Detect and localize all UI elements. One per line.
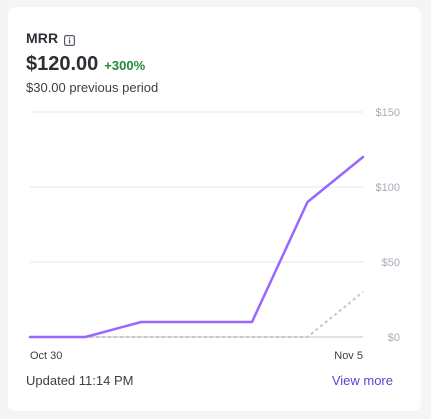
chart-x-axis: Oct 30 Nov 5	[30, 350, 363, 362]
card-header: MRR	[26, 30, 76, 46]
y-tick-label: $0	[388, 332, 400, 344]
x-tick-label-start: Oct 30	[30, 350, 62, 362]
chart-series	[28, 155, 365, 339]
previous-period-line	[30, 291, 364, 338]
info-icon[interactable]	[64, 33, 76, 46]
y-tick-label: $100	[376, 182, 400, 194]
metric-value: $120.00	[26, 53, 99, 75]
delta-badge: +300%	[104, 58, 146, 73]
card-title: MRR	[26, 30, 59, 46]
y-tick-label: $50	[382, 257, 400, 269]
mrr-line-chart: $0 $50 $100 $150 Oct 30 Nov 5	[28, 107, 400, 362]
mrr-card: MRR $120.00 +300% $30.00 previous period…	[8, 7, 421, 411]
x-tick-label-end: Nov 5	[334, 350, 363, 362]
view-more-link[interactable]: View more	[331, 373, 393, 388]
current-period-line	[28, 155, 365, 339]
metric-value-row: $120.00 +300%	[26, 53, 145, 76]
previous-period-text: $30.00 previous period	[26, 80, 159, 95]
chart-gridlines	[30, 111, 363, 338]
y-tick-label: $150	[376, 107, 400, 119]
chart-y-axis: $0 $50 $100 $150	[376, 107, 400, 344]
updated-timestamp: Updated 11:14 PM	[26, 373, 134, 388]
